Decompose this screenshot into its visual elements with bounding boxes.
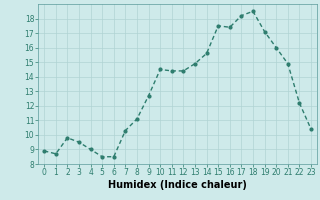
X-axis label: Humidex (Indice chaleur): Humidex (Indice chaleur): [108, 180, 247, 190]
